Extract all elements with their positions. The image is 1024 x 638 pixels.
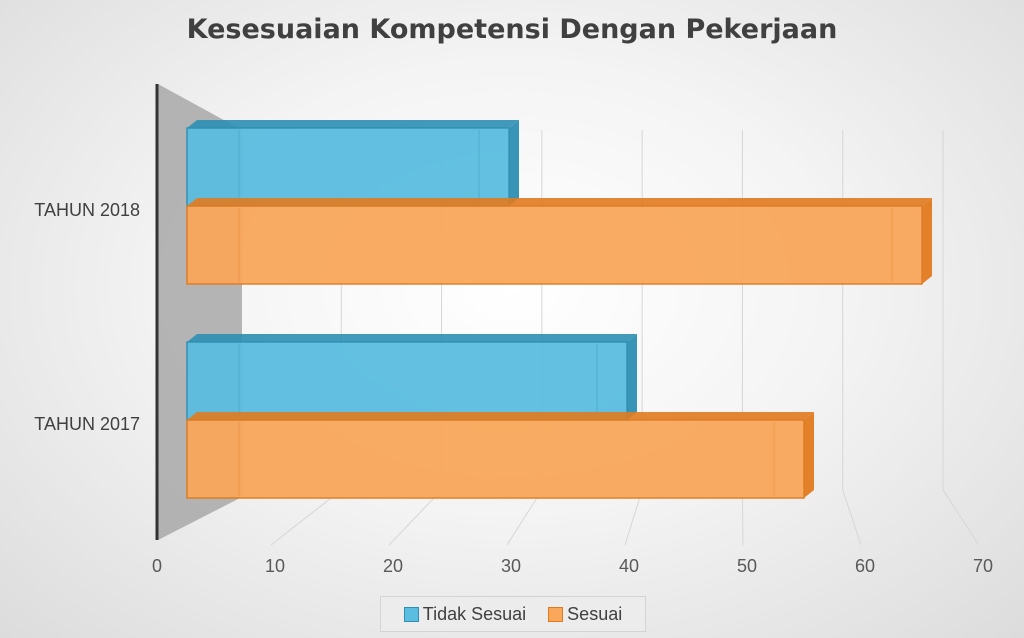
bar-tidak-sesuai (186, 341, 628, 421)
gridline-floor (842, 489, 862, 546)
x-tick-label: 50 (737, 556, 757, 576)
legend-label-tidak-sesuai: Tidak Sesuai (422, 603, 527, 624)
gridline-floor (942, 489, 980, 546)
x-tick-label: 30 (501, 556, 521, 576)
x-tick-label: 20 (383, 556, 403, 576)
bar-tidak-sesuai-top (187, 334, 637, 342)
x-tick-label: 40 (619, 556, 639, 576)
legend-item-tidak-sesuai: Tidak Sesuai (403, 603, 527, 625)
y-category-label: TAHUN 2018 (34, 200, 140, 220)
gridline-floor (506, 489, 543, 546)
bar-sesuai (186, 419, 805, 499)
bar-sesuai-top (187, 198, 932, 206)
bar-sesuai-side (922, 198, 932, 284)
legend: Tidak Sesuai Sesuai (380, 596, 646, 632)
gridline-floor (270, 489, 342, 546)
y-category-label: TAHUN 2017 (34, 414, 140, 434)
bar-sesuai (186, 205, 923, 285)
legend-swatch-sesuai (548, 606, 564, 622)
bar-tidak-sesuai-side (627, 334, 637, 420)
legend-label-sesuai: Sesuai (567, 603, 623, 624)
gridline-floor (388, 489, 442, 546)
x-tick-label: 70 (973, 556, 993, 576)
bar-sesuai-side (804, 412, 814, 498)
plot-area: 0 10 20 30 40 50 60 70 TAHUN 2017 TAHUN 2018 (34, 84, 993, 576)
x-tick-label: 0 (152, 556, 162, 576)
bar-tidak-sesuai-side (509, 120, 519, 206)
gridline-floor (741, 489, 744, 546)
bar-tidak-sesuai (186, 127, 510, 207)
bar-tidak-sesuai-top (187, 120, 519, 128)
chart-title: Kesesuaian Kompetensi Dengan Pekerjaan (186, 14, 838, 45)
x-tick-label: 60 (855, 556, 875, 576)
x-tick-label: 10 (265, 556, 285, 576)
legend-item-sesuai: Sesuai (548, 604, 622, 625)
bar-sesuai-top (187, 412, 814, 420)
gridline-floor (624, 489, 643, 546)
legend-swatch-tidak-sesuai (403, 606, 419, 622)
